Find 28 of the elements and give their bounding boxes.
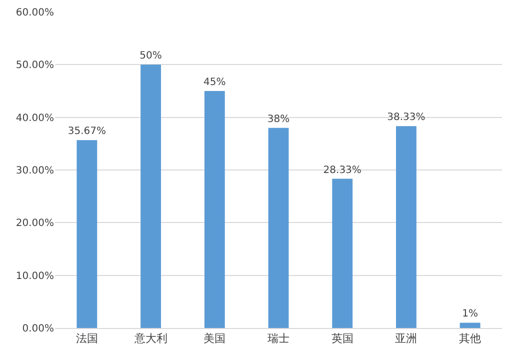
data-label: 28.33% — [323, 164, 362, 176]
x-tick-label: 其他 — [459, 332, 482, 346]
y-tick-label: 0.00% — [22, 324, 54, 334]
bar — [460, 322, 480, 328]
x-tick-label: 意大利 — [133, 332, 168, 346]
data-label: 38.33% — [387, 112, 426, 124]
data-label: 45% — [204, 77, 226, 88]
x-tick-label: 亚洲 — [395, 332, 418, 346]
y-tick-label: 20.00% — [16, 218, 54, 230]
data-label: 35.67% — [68, 126, 106, 138]
bar — [332, 178, 353, 328]
x-tick-label: 瑞士 — [268, 332, 290, 346]
bar — [268, 128, 289, 328]
data-label: 1% — [462, 308, 478, 320]
bar — [76, 140, 98, 328]
y-tick-label: 60.00% — [16, 8, 54, 18]
bar — [204, 91, 225, 328]
bar — [140, 64, 161, 328]
data-label: 38% — [267, 114, 290, 125]
y-tick-label: 10.00% — [16, 270, 54, 282]
y-tick-label: 40.00% — [16, 112, 54, 124]
x-tick-label: 英国 — [331, 332, 354, 346]
x-tick-label: 美国 — [204, 332, 226, 346]
bar — [396, 126, 416, 328]
y-tick-label: 30.00% — [16, 166, 54, 176]
data-label: 50% — [140, 50, 162, 62]
x-tick-label: 法国 — [76, 332, 98, 346]
y-tick-label: 50.00% — [16, 60, 54, 72]
